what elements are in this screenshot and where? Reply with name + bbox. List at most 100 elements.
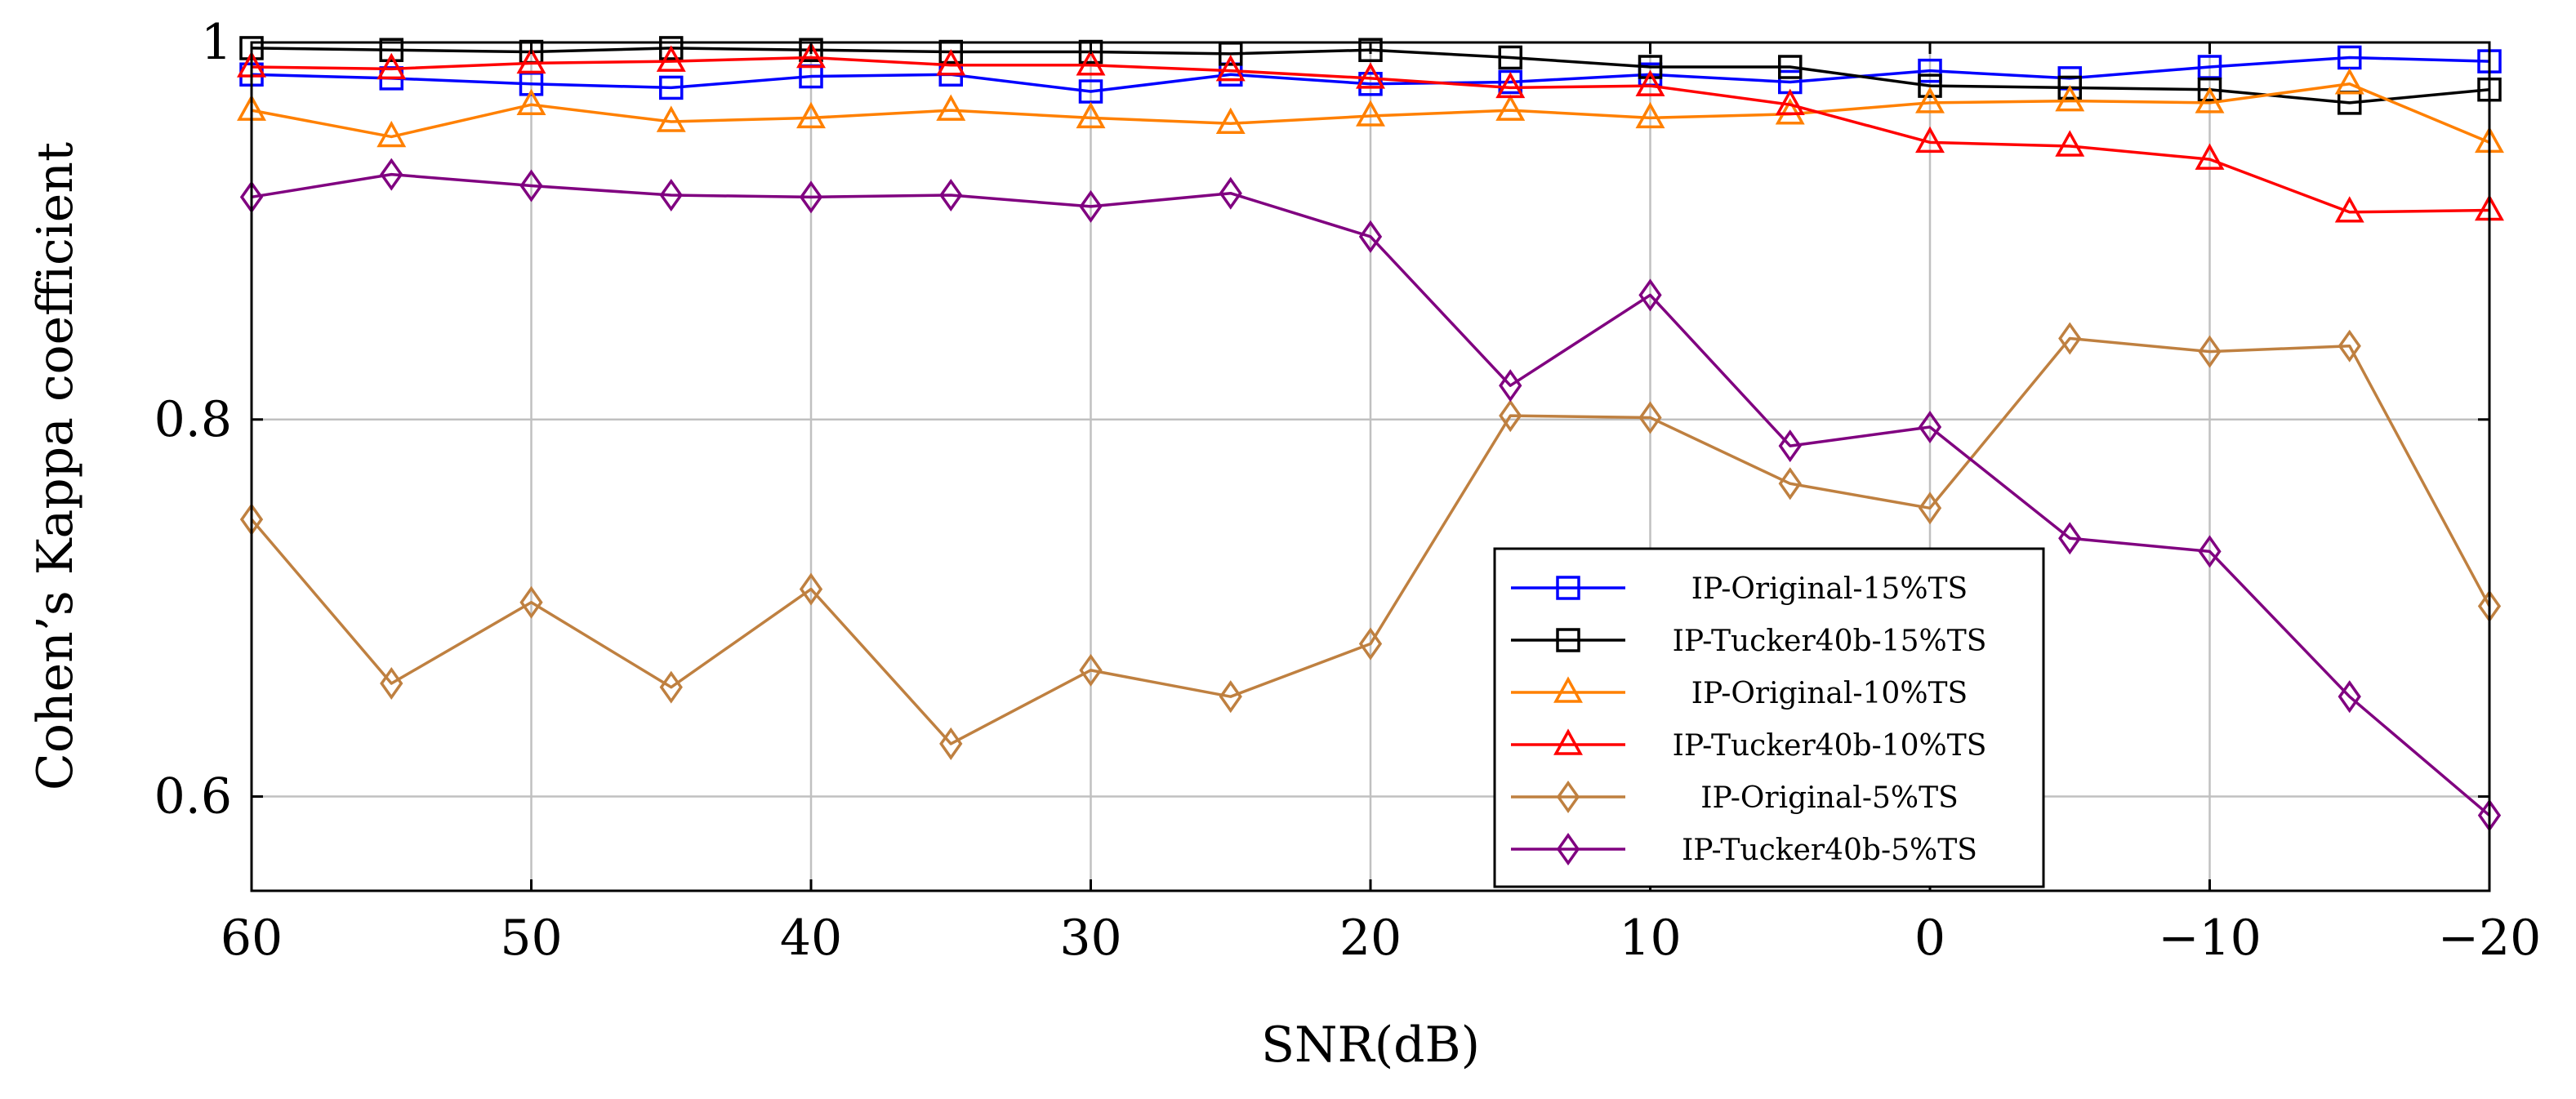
data-point [936,49,966,76]
data-point [377,52,407,80]
series-line [251,56,2490,93]
data-point [2198,335,2222,368]
data-point [1778,429,1802,463]
x-tick-label: −10 [2158,910,2262,967]
data-point [796,41,826,69]
data-point [1918,410,1942,444]
series-line [251,56,2490,214]
data-point [2334,68,2364,95]
data-point [659,178,683,212]
data-point [799,38,823,62]
x-tick-label: 60 [221,910,283,967]
data-point [1775,98,1805,125]
data-point [1215,55,1246,82]
data-point [2338,329,2361,363]
series-line [251,172,2491,816]
data-point [656,105,686,132]
legend-swatch-marker [1556,832,1580,866]
legend-box [1493,547,2045,888]
data-point [2195,87,2225,113]
data-point [939,178,963,212]
grid-lines [250,41,2491,891]
data-point [656,45,686,72]
data-point [1775,88,1805,115]
data-point [939,727,963,760]
data-point [2055,130,2085,157]
data-point [519,169,543,202]
data-point [516,88,546,115]
data-point [519,585,543,619]
data-point [936,94,966,121]
data-point [2058,322,2082,355]
data-point [1076,49,1106,76]
data-point [2055,84,2085,112]
data-point [2195,143,2225,170]
legend-label: IP-Original-15%TS [1691,572,1968,606]
data-point [2058,522,2082,555]
data-point [1499,369,1522,403]
data-point [1778,55,1803,79]
data-point [2338,680,2361,714]
data-point [799,180,823,214]
data-point [1356,62,1385,89]
x-tick-label: −20 [2438,910,2542,967]
x-tick-label: 30 [1059,910,1121,967]
data-point [1495,94,1526,121]
data-point [1635,101,1665,129]
series-ip-tucker40b-5-ts [239,158,2502,832]
data-point [659,670,683,704]
legend-swatch-marker [1556,780,1580,814]
legend-entry: IP-Tucker40b-15%TS [1511,625,1986,658]
series-ip-original-5-ts [239,322,2502,760]
data-point [1356,100,1385,127]
tick-layer: 60 50 40 30 20 10 0 −10 −20 0.6 0.8 1 [154,14,2542,967]
data-point [1219,176,1242,210]
data-point [1915,126,1945,154]
data-point [1915,87,1945,113]
legend-swatch-marker [1553,728,1583,755]
data-point [2334,196,2364,223]
data-point [1079,189,1103,223]
data-point [1918,492,1942,525]
legend-entry: IP-Original-15%TS [1511,572,1968,606]
x-tick-label: 50 [500,910,562,967]
data-point [2197,77,2222,102]
data-point [2057,75,2082,100]
y-tick-label: 1 [201,14,232,71]
data-point [1498,45,1522,70]
data-point [1918,58,1942,83]
legend-label: IP-Original-10%TS [1691,677,1968,710]
y-tick-label: 0.8 [154,391,232,448]
data-point [1358,627,1383,661]
legend-entry: IP-Original-5%TS [1511,780,1959,815]
data-point [1778,467,1802,501]
legend-label: IP-Tucker40b-5%TS [1682,834,1977,867]
x-tick-label: 0 [1914,910,1945,967]
x-tick-label: 10 [1619,910,1681,967]
x-tick-label: 40 [780,910,842,967]
legend-swatch-marker [1556,628,1580,652]
data-point [1498,69,1522,95]
data-point [1638,401,1662,434]
data-point [1076,101,1106,129]
data-point [1638,55,1663,79]
data-point [379,38,403,62]
y-tick-label: 0.6 [154,768,232,825]
y-axis-label: Cohen’s Kappa coefficient [27,142,84,790]
legend-swatch-marker [1553,676,1583,703]
legend-label: IP-Tucker40b-15%TS [1673,625,1987,658]
legend: IP-Original-15%TS IP-Tucker40b-15%TS IP-Or… [1493,547,2045,888]
legend-label: IP-Original-5%TS [1700,781,1959,815]
data-point [1219,680,1242,714]
series-layer [237,36,2504,832]
data-point [1638,278,1662,312]
data-point [1495,71,1526,99]
data-point [799,572,823,606]
legend-label: IP-Tucker40b-10%TS [1673,729,1987,763]
legend-entry: IP-Tucker40b-10%TS [1511,728,1987,763]
data-point [380,666,403,701]
data-point [659,75,684,100]
data-point [659,36,684,60]
data-point [1499,399,1522,433]
